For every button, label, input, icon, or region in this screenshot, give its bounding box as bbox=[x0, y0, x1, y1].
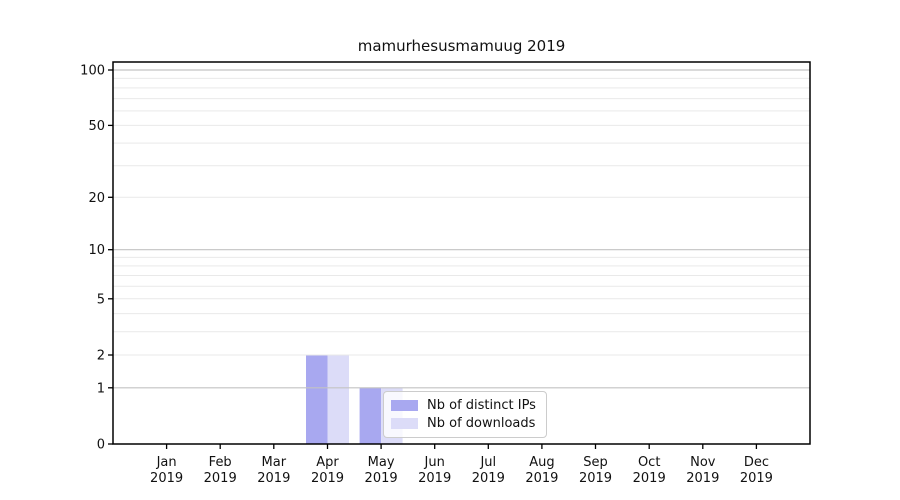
x-tick-label-year-oct: 2019 bbox=[633, 471, 666, 486]
x-tick-label-month-oct: Oct bbox=[638, 455, 660, 470]
x-tick-label-year-jun: 2019 bbox=[418, 471, 451, 486]
legend-item-distinct-ips: Nb of distinct IPs bbox=[391, 398, 536, 413]
y-tick-label-0: 0 bbox=[97, 438, 105, 453]
legend-label-distinct-ips: Nb of distinct IPs bbox=[427, 398, 536, 413]
x-tick-label-month-apr: Apr bbox=[316, 455, 339, 470]
y-tick-label-50: 50 bbox=[88, 119, 105, 134]
x-tick-label-year-sep: 2019 bbox=[579, 471, 612, 486]
x-tick-label-month-aug: Aug bbox=[529, 455, 554, 470]
minor-gridlines bbox=[113, 77, 810, 356]
bar-apr-nb-of-distinct-ips bbox=[306, 355, 328, 444]
x-tick-label-month-jul: Jul bbox=[479, 455, 496, 470]
y-tick-label-100: 100 bbox=[80, 64, 105, 79]
x-tick-label-year-mar: 2019 bbox=[257, 471, 290, 486]
x-tick-label-month-may: May bbox=[368, 455, 395, 470]
bars bbox=[306, 355, 403, 444]
x-axis: Jan2019Feb2019Mar2019Apr2019May2019Jun20… bbox=[150, 444, 773, 486]
x-tick-label-month-sep: Sep bbox=[583, 455, 608, 470]
y-tick-label-10: 10 bbox=[88, 243, 105, 258]
x-tick-label-year-jan: 2019 bbox=[150, 471, 183, 486]
bar-may-nb-of-distinct-ips bbox=[359, 387, 382, 444]
x-tick-label-month-jun: Jun bbox=[424, 455, 445, 470]
y-tick-label-5: 5 bbox=[97, 292, 105, 307]
legend-label-downloads: Nb of downloads bbox=[427, 416, 536, 431]
x-tick-label-year-may: 2019 bbox=[365, 471, 398, 486]
plot-frame bbox=[112, 61, 811, 445]
x-tick-label-month-dec: Dec bbox=[744, 455, 769, 470]
x-tick-label-month-jan: Jan bbox=[156, 455, 177, 470]
major-gridlines bbox=[113, 69, 810, 389]
x-tick-label-month-mar: Mar bbox=[262, 455, 287, 470]
x-tick-label-month-feb: Feb bbox=[209, 455, 232, 470]
x-tick-label-year-apr: 2019 bbox=[311, 471, 344, 486]
bar-apr-nb-of-downloads bbox=[327, 355, 349, 444]
y-tick-label-2: 2 bbox=[97, 349, 105, 364]
legend-swatch-distinct-ips-icon bbox=[391, 400, 418, 411]
chart-title: mamurhesusmamuug 2019 bbox=[357, 37, 566, 55]
legend-item-downloads: Nb of downloads bbox=[391, 416, 536, 431]
x-tick-label-year-dec: 2019 bbox=[740, 471, 773, 486]
legend-swatch-downloads-icon bbox=[391, 418, 418, 429]
x-tick-label-year-feb: 2019 bbox=[204, 471, 237, 486]
x-tick-label-year-aug: 2019 bbox=[525, 471, 558, 486]
y-tick-label-20: 20 bbox=[88, 191, 105, 206]
x-tick-label-month-nov: Nov bbox=[690, 455, 716, 470]
x-tick-label-year-nov: 2019 bbox=[686, 471, 719, 486]
y-axis: 0 1 2 5 10 20 50 100 bbox=[80, 64, 113, 453]
legend: Nb of distinct IPs Nb of downloads bbox=[383, 391, 547, 438]
y-tick-label-1: 1 bbox=[97, 381, 105, 396]
x-tick-label-year-jul: 2019 bbox=[472, 471, 505, 486]
